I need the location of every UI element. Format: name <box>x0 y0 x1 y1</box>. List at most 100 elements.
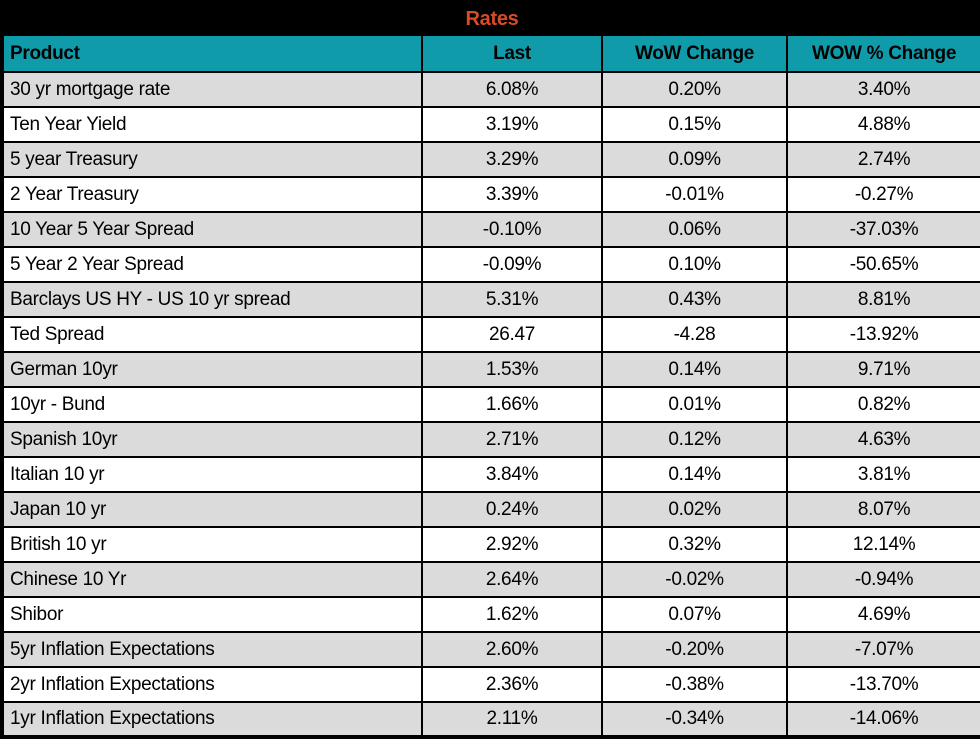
cell-last: 3.39% <box>421 176 603 213</box>
cell-wow-pct-change: -37.03% <box>785 211 980 248</box>
cell-wow-pct-change: -14.06% <box>785 701 980 738</box>
cell-wow-pct-change: -50.65% <box>785 246 980 283</box>
cell-wow-change: 0.01% <box>601 386 788 423</box>
cell-wow-pct-change: 3.81% <box>785 456 980 493</box>
cell-last: 2.60% <box>421 631 603 668</box>
cell-wow-pct-change: 4.88% <box>785 106 980 143</box>
table-body: 30 yr mortgage rate 6.08% 0.20% 3.40% Te… <box>1 71 980 738</box>
cell-product: 5 Year 2 Year Spread <box>1 246 423 283</box>
cell-product: Barclays US HY - US 10 yr spread <box>1 281 423 318</box>
table-row: 10yr - Bund 1.66% 0.01% 0.82% <box>1 386 980 423</box>
cell-wow-change: -0.02% <box>601 561 788 598</box>
cell-product: German 10yr <box>1 351 423 388</box>
cell-product: Ten Year Yield <box>1 106 423 143</box>
cell-wow-change: 0.02% <box>601 491 788 528</box>
cell-wow-change: -4.28 <box>601 316 788 353</box>
cell-last: 6.08% <box>421 71 603 108</box>
cell-last: 3.19% <box>421 106 603 143</box>
cell-wow-pct-change: 0.82% <box>785 386 980 423</box>
table-row: British 10 yr 2.92% 0.32% 12.14% <box>1 526 980 563</box>
cell-wow-pct-change: 8.07% <box>785 491 980 528</box>
table-row: 30 yr mortgage rate 6.08% 0.20% 3.40% <box>1 71 980 108</box>
cell-wow-pct-change: 4.69% <box>785 596 980 633</box>
cell-wow-pct-change: 12.14% <box>785 526 980 563</box>
column-header-wow-change: WoW Change <box>601 34 788 73</box>
cell-product: 2yr Inflation Expectations <box>1 666 423 703</box>
column-header-product: Product <box>1 34 423 73</box>
cell-product: British 10 yr <box>1 526 423 563</box>
table-row: 1yr Inflation Expectations 2.11% -0.34% … <box>1 701 980 738</box>
table-row: 10 Year 5 Year Spread -0.10% 0.06% -37.0… <box>1 211 980 248</box>
cell-last: 2.36% <box>421 666 603 703</box>
cell-product: 5 year Treasury <box>1 141 423 178</box>
cell-wow-pct-change: -13.92% <box>785 316 980 353</box>
cell-last: -0.10% <box>421 211 603 248</box>
cell-last: 2.71% <box>421 421 603 458</box>
cell-wow-change: -0.01% <box>601 176 788 213</box>
table-row: Barclays US HY - US 10 yr spread 5.31% 0… <box>1 281 980 318</box>
cell-product: 10yr - Bund <box>1 386 423 423</box>
cell-wow-change: 0.14% <box>601 456 788 493</box>
cell-last: 3.29% <box>421 141 603 178</box>
cell-wow-change: 0.14% <box>601 351 788 388</box>
cell-product: 5yr Inflation Expectations <box>1 631 423 668</box>
cell-last: 26.47 <box>421 316 603 353</box>
cell-wow-change: 0.07% <box>601 596 788 633</box>
table-row: 5 year Treasury 3.29% 0.09% 2.74% <box>1 141 980 178</box>
table-row: 5 Year 2 Year Spread -0.09% 0.10% -50.65… <box>1 246 980 283</box>
cell-wow-change: 0.32% <box>601 526 788 563</box>
table-row: 2yr Inflation Expectations 2.36% -0.38% … <box>1 666 980 703</box>
table-row: 5yr Inflation Expectations 2.60% -0.20% … <box>1 631 980 668</box>
column-header-wow-pct-change: WOW % Change <box>785 34 980 73</box>
cell-product: 10 Year 5 Year Spread <box>1 211 423 248</box>
cell-last: 3.84% <box>421 456 603 493</box>
cell-last: 1.62% <box>421 596 603 633</box>
table-row: Chinese 10 Yr 2.64% -0.02% -0.94% <box>1 561 980 598</box>
cell-wow-pct-change: -7.07% <box>785 631 980 668</box>
cell-last: 2.64% <box>421 561 603 598</box>
table-header-row: Product Last WoW Change WOW % Change <box>1 34 980 73</box>
cell-wow-pct-change: -0.27% <box>785 176 980 213</box>
cell-product: Shibor <box>1 596 423 633</box>
cell-wow-change: 0.20% <box>601 71 788 108</box>
cell-wow-pct-change: 3.40% <box>785 71 980 108</box>
cell-wow-pct-change: -13.70% <box>785 666 980 703</box>
table-row: 2 Year Treasury 3.39% -0.01% -0.27% <box>1 176 980 213</box>
table-row: Shibor 1.62% 0.07% 4.69% <box>1 596 980 633</box>
cell-wow-change: 0.15% <box>601 106 788 143</box>
cell-wow-pct-change: 2.74% <box>785 141 980 178</box>
cell-wow-pct-change: 8.81% <box>785 281 980 318</box>
column-header-last: Last <box>421 34 603 73</box>
cell-wow-pct-change: 4.63% <box>785 421 980 458</box>
cell-product: 2 Year Treasury <box>1 176 423 213</box>
cell-wow-change: -0.34% <box>601 701 788 738</box>
cell-last: 2.92% <box>421 526 603 563</box>
table-row: Japan 10 yr 0.24% 0.02% 8.07% <box>1 491 980 528</box>
cell-wow-change: -0.20% <box>601 631 788 668</box>
cell-wow-pct-change: 9.71% <box>785 351 980 388</box>
table-row: Italian 10 yr 3.84% 0.14% 3.81% <box>1 456 980 493</box>
cell-product: Spanish 10yr <box>1 421 423 458</box>
cell-product: 30 yr mortgage rate <box>1 71 423 108</box>
cell-wow-change: 0.12% <box>601 421 788 458</box>
cell-wow-change: 0.10% <box>601 246 788 283</box>
cell-last: 2.11% <box>421 701 603 738</box>
table-title: Rates <box>2 2 980 36</box>
cell-product: Italian 10 yr <box>1 456 423 493</box>
cell-last: 1.53% <box>421 351 603 388</box>
cell-product: Chinese 10 Yr <box>1 561 423 598</box>
table-row: Spanish 10yr 2.71% 0.12% 4.63% <box>1 421 980 458</box>
cell-wow-change: 0.43% <box>601 281 788 318</box>
cell-wow-change: 0.06% <box>601 211 788 248</box>
table-row: German 10yr 1.53% 0.14% 9.71% <box>1 351 980 388</box>
cell-last: 5.31% <box>421 281 603 318</box>
table-row: Ten Year Yield 3.19% 0.15% 4.88% <box>1 106 980 143</box>
cell-wow-pct-change: -0.94% <box>785 561 980 598</box>
cell-last: 1.66% <box>421 386 603 423</box>
table-title-row: Rates <box>2 2 980 36</box>
cell-last: -0.09% <box>421 246 603 283</box>
cell-product: Japan 10 yr <box>1 491 423 528</box>
cell-product: 1yr Inflation Expectations <box>1 701 423 738</box>
cell-wow-change: 0.09% <box>601 141 788 178</box>
